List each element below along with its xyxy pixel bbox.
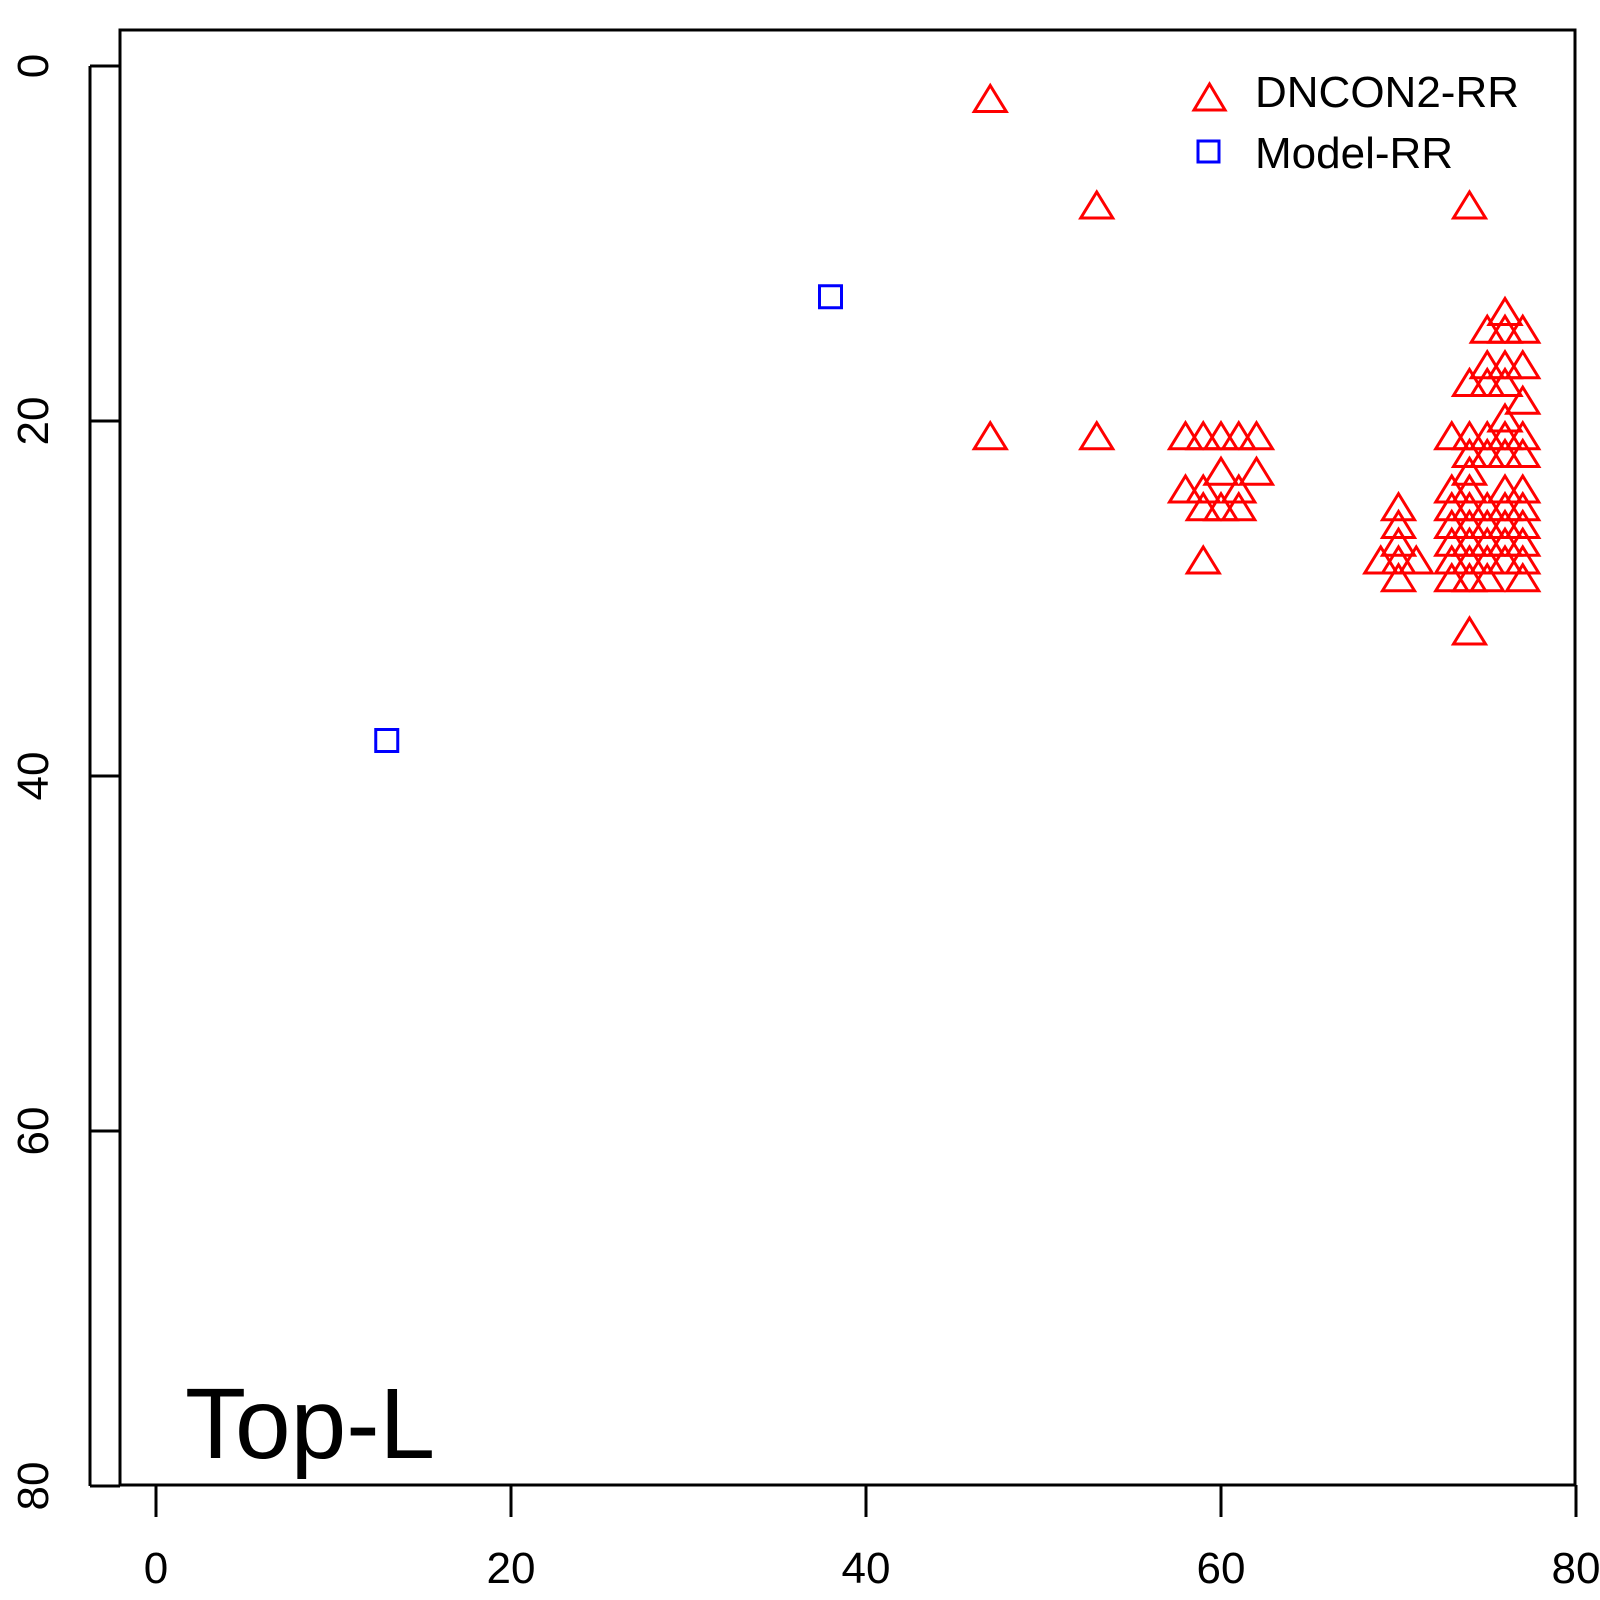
legend-label-dncon2-rr: DNCON2-RR bbox=[1255, 68, 1519, 117]
y-tick-label: 20 bbox=[9, 397, 58, 446]
point-dncon2-rr bbox=[1450, 473, 1489, 504]
panel-annotation: Top-L bbox=[185, 1368, 435, 1480]
data-points bbox=[374, 82, 1542, 753]
point-dncon2-rr bbox=[1504, 526, 1542, 557]
point-dncon2-rr bbox=[1504, 561, 1542, 593]
point-dncon2-rr bbox=[1504, 313, 1542, 344]
point-dncon2-rr bbox=[1202, 455, 1240, 486]
y-tick-label: 0 bbox=[9, 54, 58, 78]
legend: DNCON2-RR Model-RR bbox=[1191, 68, 1519, 178]
y-tick-label: 60 bbox=[9, 1107, 58, 1156]
point-dncon2-rr bbox=[1468, 561, 1506, 593]
legend-label-model-rr: Model-RR bbox=[1255, 129, 1453, 178]
point-dncon2-rr bbox=[1184, 473, 1222, 504]
x-axis: 0 20 40 60 80 bbox=[144, 1483, 1600, 1593]
point-dncon2-rr bbox=[1504, 384, 1542, 415]
point-dncon2-rr bbox=[1504, 437, 1542, 468]
point-dncon2-rr bbox=[1504, 544, 1542, 575]
y-tick-label: 40 bbox=[9, 752, 58, 801]
point-dncon2-rr bbox=[1486, 402, 1524, 433]
point-dncon2-rr bbox=[1486, 366, 1524, 397]
point-dncon2-rr bbox=[1450, 189, 1489, 220]
legend-triangle-marker bbox=[1191, 81, 1228, 112]
point-dncon2-rr bbox=[1379, 526, 1418, 557]
point-dncon2-rr bbox=[1504, 419, 1542, 451]
point-dncon2-rr bbox=[1220, 473, 1258, 504]
point-dncon2-rr bbox=[1486, 295, 1524, 326]
x-tick-label: 0 bbox=[144, 1544, 168, 1593]
point-dncon2-rr bbox=[1237, 455, 1276, 486]
x-tick-label: 60 bbox=[1197, 1544, 1246, 1593]
point-dncon2-rr bbox=[1504, 348, 1542, 380]
point-dncon2-rr bbox=[1450, 615, 1489, 646]
x-tick-label: 20 bbox=[487, 1544, 536, 1593]
y-tick-label: 80 bbox=[9, 1462, 58, 1511]
point-dncon2-rr bbox=[1078, 419, 1116, 451]
point-dncon2-rr bbox=[1078, 189, 1116, 220]
point-dncon2-rr bbox=[971, 419, 1009, 451]
legend-square-marker bbox=[1196, 139, 1221, 164]
point-dncon2-rr bbox=[971, 82, 1009, 113]
point-dncon2-rr bbox=[1504, 508, 1542, 539]
point-dncon2-rr bbox=[1504, 490, 1542, 522]
point-dncon2-rr bbox=[1450, 455, 1489, 486]
x-tick-label: 40 bbox=[842, 1544, 891, 1593]
plot-frame bbox=[118, 28, 1577, 1487]
point-dncon2-rr bbox=[1379, 561, 1418, 593]
y-axis: 0 20 40 60 80 bbox=[9, 54, 120, 1511]
point-dncon2-rr bbox=[1504, 473, 1542, 504]
point-dncon2-rr bbox=[1237, 419, 1276, 451]
point-dncon2-rr bbox=[1397, 544, 1435, 575]
point-dncon2-rr bbox=[1379, 508, 1418, 539]
x-tick-label: 80 bbox=[1552, 1544, 1600, 1593]
point-model-rr bbox=[818, 284, 843, 310]
point-dncon2-rr bbox=[1379, 490, 1418, 522]
point-dncon2-rr bbox=[1184, 544, 1222, 575]
point-dncon2-rr bbox=[1220, 490, 1258, 522]
point-model-rr bbox=[374, 728, 400, 753]
